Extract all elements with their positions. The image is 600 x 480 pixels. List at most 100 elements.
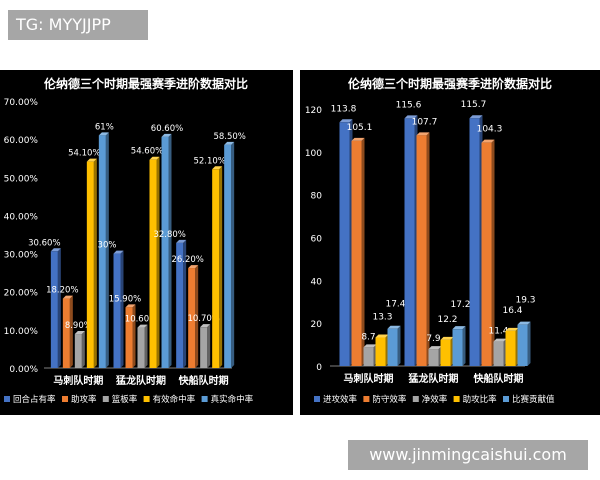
bar-side (105, 132, 109, 368)
legend-swatch (102, 396, 109, 402)
legend-entry: 防守效率 (372, 394, 407, 405)
data-label: 18.20% (46, 286, 78, 296)
bar-top (149, 156, 160, 160)
bar (74, 334, 82, 368)
chart-panel-right: 伦纳德三个时期最强赛季进阶数据对比 0 20 40 60 80 100 120 113.8 105… (300, 70, 600, 415)
data-label: 58.50% (213, 132, 245, 142)
bar-top (363, 344, 377, 348)
bar-top (505, 327, 519, 331)
y-tick-label: 0.00% (9, 365, 38, 375)
bar (339, 122, 350, 366)
category-label: 快船队时期 (473, 372, 524, 385)
category-label: 猛龙队时期 (115, 374, 166, 387)
bar (481, 142, 492, 366)
bar (212, 169, 220, 368)
bar-side (462, 326, 466, 366)
bar (387, 328, 398, 366)
bar-side (81, 331, 85, 368)
bar-side (219, 166, 223, 368)
legend-swatch (4, 396, 10, 402)
legend-entry: 助攻率 (71, 394, 97, 405)
bar-top (176, 239, 187, 243)
legend-entry: 比赛贡献值 (512, 394, 555, 405)
data-label: 113.8 (331, 104, 357, 114)
bar-side (120, 250, 124, 368)
bar-top (86, 158, 97, 162)
bar (200, 327, 208, 368)
bar-side (207, 324, 211, 368)
bar-top (212, 166, 223, 170)
category-label: 快船队时期 (178, 374, 229, 387)
bar-side (397, 325, 401, 366)
bar-top (161, 133, 172, 137)
data-label: 26.20% (171, 255, 203, 265)
bar (161, 136, 169, 368)
legend-entry: 净效率 (422, 394, 448, 405)
data-label: 19.3 (515, 296, 535, 306)
bar (469, 118, 480, 366)
bar-top (416, 132, 430, 136)
legend-swatch (453, 396, 460, 402)
bar-side (93, 158, 97, 368)
data-label: 30.60% (28, 238, 60, 248)
y-tick-label: 100 (305, 149, 322, 159)
bar-top (428, 346, 442, 350)
legend-swatch (62, 396, 68, 402)
legend-swatch (363, 396, 370, 402)
legend-swatch (412, 396, 419, 402)
data-label: 11.4 (488, 327, 508, 337)
bar-top (493, 338, 507, 342)
y-tick-label: 40.00% (4, 212, 39, 222)
bar-side (195, 265, 199, 368)
bar (452, 329, 463, 366)
bar-top (125, 304, 136, 308)
bar-top (481, 139, 495, 143)
bar (50, 251, 58, 368)
site-watermark: www.jinmingcaishui.com (348, 440, 588, 470)
bar-top (387, 325, 401, 329)
data-label: 17.2 (450, 300, 470, 310)
bar (176, 242, 184, 368)
bar-top (98, 132, 109, 136)
bar-top (74, 331, 85, 335)
bar (493, 341, 504, 366)
data-label: 15.90% (109, 294, 141, 304)
category-label: 马刺队时期 (344, 372, 394, 385)
legend-swatch (314, 396, 320, 402)
bar (113, 253, 121, 368)
bar (428, 349, 439, 366)
data-label: 13.3 (372, 313, 392, 323)
bar-top (188, 265, 199, 269)
bar-side (361, 137, 365, 366)
bar-top (50, 248, 61, 252)
bar (363, 347, 374, 366)
bar (416, 135, 427, 366)
y-tick-label: 60 (311, 235, 323, 245)
legend-entry: 真实命中率 (211, 394, 254, 405)
bar-top (375, 334, 389, 338)
data-label: 12.2 (437, 315, 457, 325)
tg-watermark: TG: MYYJJPP (8, 10, 148, 40)
bar-side (156, 156, 160, 368)
legend-entry: 篮板率 (112, 394, 138, 405)
data-label: 54.10% (68, 149, 100, 159)
bar (188, 268, 196, 368)
data-label: 105.1 (347, 123, 373, 133)
y-tick-label: 30.00% (4, 251, 39, 261)
bar (517, 324, 528, 366)
bar-top (113, 250, 124, 254)
data-label: 17.4 (385, 300, 405, 310)
data-label: 16.4 (502, 306, 522, 316)
bar-top (224, 141, 235, 145)
data-label: 8.7 (361, 332, 375, 342)
data-label: 10.70% (187, 314, 219, 324)
bar (137, 327, 145, 368)
bar (224, 144, 232, 368)
bar-side (168, 133, 172, 368)
bar-top (137, 324, 148, 328)
bar (440, 339, 451, 366)
bar (125, 307, 133, 368)
bar (86, 161, 94, 368)
category-label: 马刺队时期 (53, 374, 103, 387)
data-label: 54.60% (131, 147, 163, 157)
